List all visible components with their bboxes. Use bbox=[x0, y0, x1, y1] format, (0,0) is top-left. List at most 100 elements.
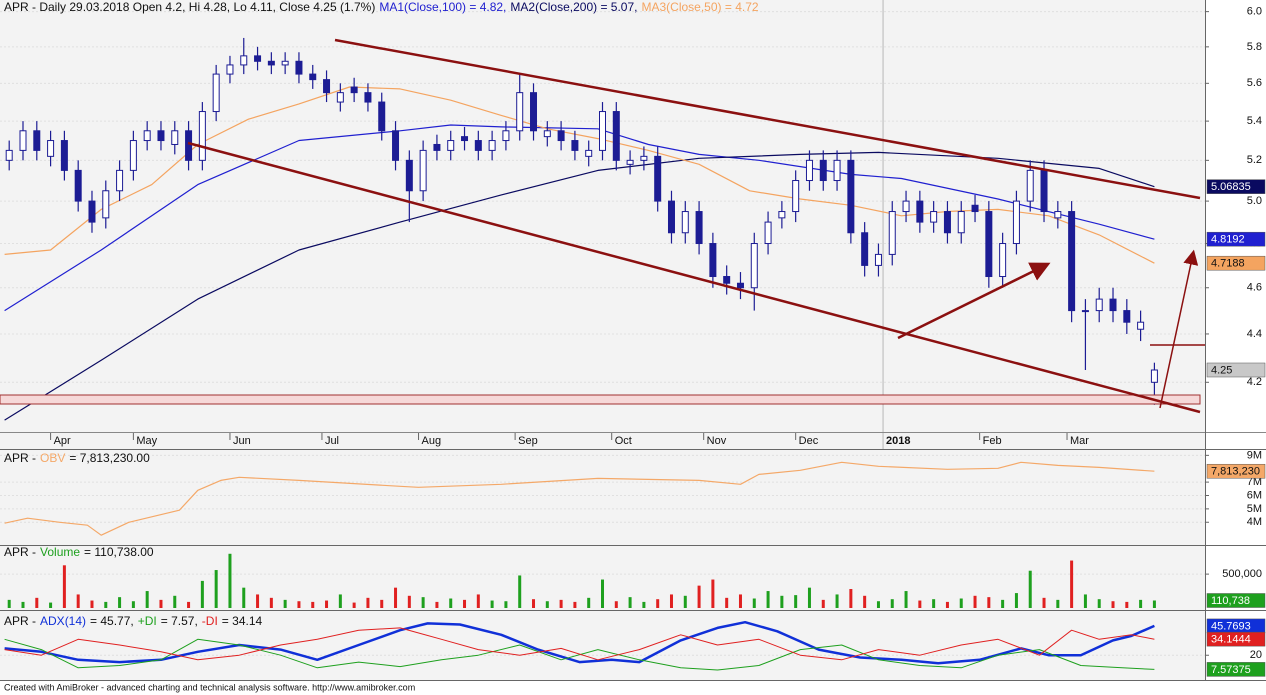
volume-bar bbox=[118, 597, 122, 608]
candle-body bbox=[667, 200, 675, 234]
x-tick-label: 2018 bbox=[886, 435, 910, 447]
volume-bar bbox=[559, 599, 563, 608]
volume-bar bbox=[76, 594, 80, 608]
value-box bbox=[1206, 231, 1266, 247]
volume-bar bbox=[835, 594, 839, 608]
candle-body bbox=[74, 169, 82, 202]
volume-bar bbox=[200, 580, 204, 608]
y-tick-label: 4.4 bbox=[1247, 328, 1262, 340]
legend-name: +DI bbox=[138, 614, 157, 628]
header-title: APR - Daily 29.03.2018 Open 4.2, Hi 4.28… bbox=[4, 0, 375, 14]
candle-body bbox=[557, 130, 565, 142]
volume-bar bbox=[863, 595, 867, 608]
value-box-label: 45.7693 bbox=[1211, 620, 1251, 632]
volume-bar bbox=[587, 597, 591, 608]
legend-name: ADX(14) bbox=[40, 614, 86, 628]
candle-body bbox=[792, 180, 800, 213]
candle-body bbox=[585, 149, 593, 157]
volume-bar bbox=[1097, 599, 1101, 608]
candle-body bbox=[350, 86, 358, 94]
volume-bar bbox=[1083, 594, 1087, 608]
volume-bar bbox=[338, 594, 342, 608]
candle-body bbox=[267, 60, 275, 66]
candle-body bbox=[612, 111, 620, 161]
candle-body bbox=[143, 130, 151, 142]
volume-bar bbox=[876, 601, 880, 608]
volume-bar bbox=[394, 587, 398, 608]
volume-bar bbox=[173, 595, 177, 608]
candle-body bbox=[295, 60, 303, 75]
volume-bar bbox=[352, 602, 356, 608]
panel-background bbox=[0, 0, 1205, 432]
candle-body bbox=[1081, 310, 1089, 313]
legend-value: = 7,813,230.00 bbox=[69, 451, 150, 465]
candle-body bbox=[640, 155, 648, 161]
volume-bar bbox=[683, 595, 687, 608]
candle-body bbox=[33, 130, 41, 151]
candle-body bbox=[461, 136, 469, 142]
volume-bar bbox=[532, 599, 536, 608]
volume-bar bbox=[945, 601, 949, 608]
candle-body bbox=[736, 282, 744, 289]
y-tick-label: 6.0 bbox=[1247, 6, 1262, 18]
volume-bar bbox=[504, 601, 508, 608]
candle-body bbox=[571, 140, 579, 151]
panel-background bbox=[0, 611, 1205, 680]
candle-body bbox=[709, 243, 717, 278]
volume-bar bbox=[959, 598, 963, 608]
y-tick-label: 5.2 bbox=[1247, 154, 1262, 166]
candle-body bbox=[502, 130, 510, 142]
volume-bar bbox=[601, 579, 604, 608]
candle-body bbox=[47, 140, 55, 157]
candle-body bbox=[1123, 310, 1131, 323]
volume-bar bbox=[1152, 600, 1156, 608]
value-box bbox=[1206, 662, 1266, 677]
value-box bbox=[1206, 255, 1266, 271]
candle-body bbox=[323, 79, 331, 94]
volume-bar bbox=[421, 597, 425, 608]
candle-body bbox=[654, 155, 662, 202]
candle-body bbox=[240, 55, 248, 66]
volume-bar bbox=[614, 601, 618, 608]
candle-body bbox=[1068, 211, 1076, 312]
candle-body bbox=[488, 140, 496, 151]
value-box-label: 34.1444 bbox=[1211, 634, 1251, 646]
drawings bbox=[0, 38, 1205, 414]
legend-name: MA3(Close,50) = 4.72 bbox=[641, 0, 758, 14]
candle-body bbox=[750, 243, 758, 289]
candle-body bbox=[543, 130, 551, 138]
candle-body bbox=[833, 159, 841, 182]
volume-bar bbox=[35, 597, 39, 608]
x-tick-label: Aug bbox=[422, 435, 442, 447]
volume-bar bbox=[1014, 593, 1018, 608]
volume-bar bbox=[228, 553, 232, 608]
volume-bar bbox=[407, 595, 411, 608]
volume-bar bbox=[766, 591, 770, 608]
volume-bar bbox=[545, 601, 549, 608]
volume-bar bbox=[463, 599, 467, 608]
volume-bar bbox=[628, 597, 632, 608]
candle-body bbox=[19, 130, 27, 151]
legend-name: Volume bbox=[40, 545, 80, 559]
candle-body bbox=[392, 130, 400, 161]
lower-channel-line bbox=[187, 141, 1201, 414]
y-tick-label: 5.6 bbox=[1247, 77, 1262, 89]
candle-body bbox=[212, 73, 220, 113]
candle-body bbox=[378, 101, 386, 132]
y-tick-label: 9M bbox=[1247, 449, 1262, 461]
volume-bar bbox=[711, 579, 715, 608]
x-tick-label: Feb bbox=[983, 435, 1002, 447]
volume-bar bbox=[1028, 570, 1032, 608]
x-tick-label: Dec bbox=[799, 435, 819, 447]
candle-body bbox=[1026, 169, 1034, 202]
candle-body bbox=[309, 73, 317, 81]
volume-bar bbox=[90, 600, 94, 608]
volume-bar bbox=[62, 565, 66, 608]
y-tick-label: 500,000 bbox=[1222, 568, 1262, 580]
panel-background bbox=[0, 450, 1205, 545]
candle-body bbox=[1137, 321, 1145, 330]
value-box bbox=[1206, 179, 1266, 194]
indicator-line bbox=[4, 620, 1155, 665]
candle-body bbox=[971, 204, 979, 213]
volume-bar bbox=[1070, 560, 1074, 608]
